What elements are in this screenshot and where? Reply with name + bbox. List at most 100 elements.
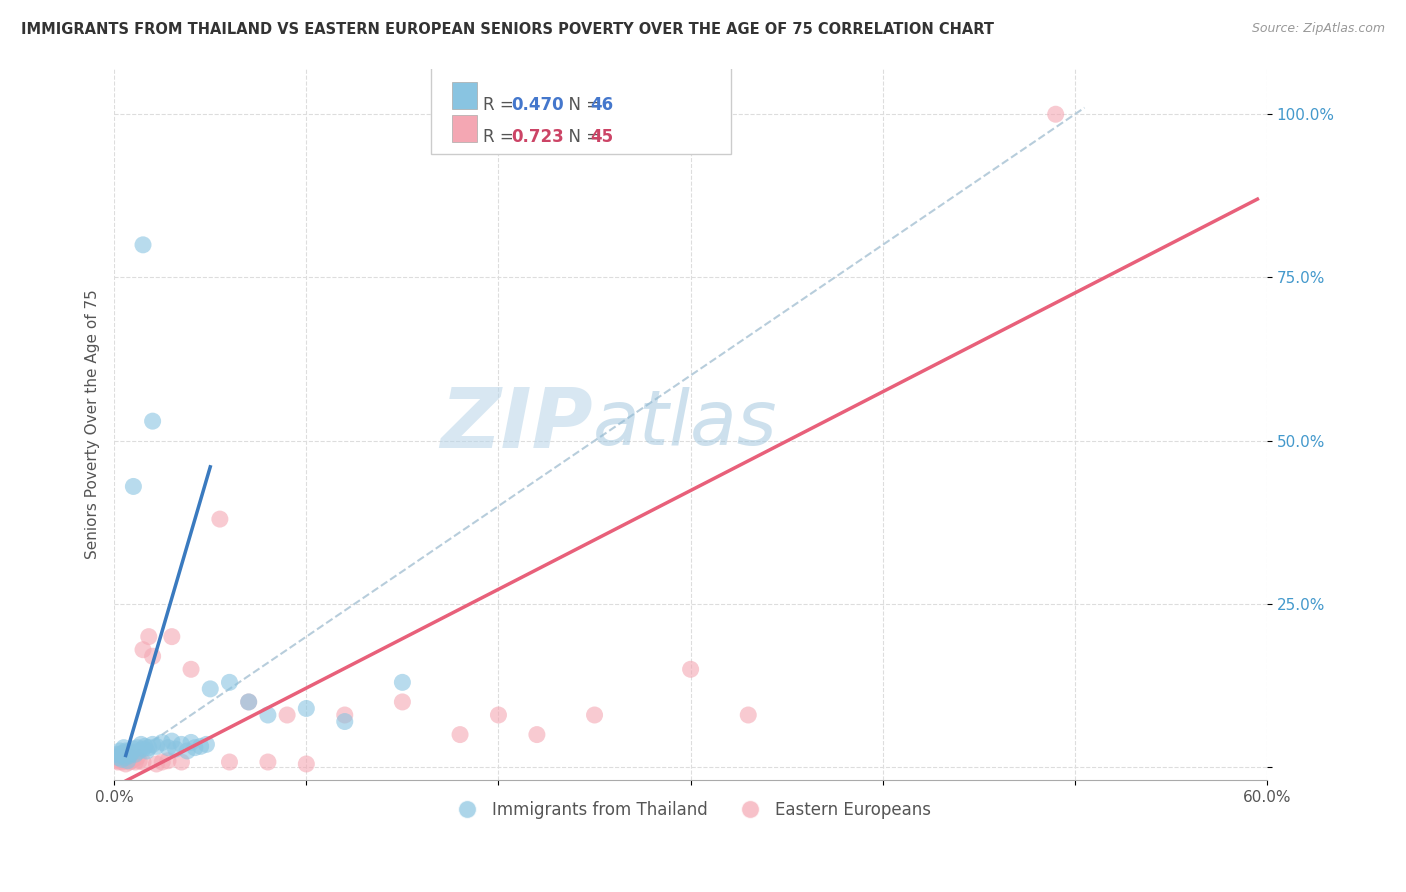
FancyBboxPatch shape	[451, 115, 477, 142]
Point	[257, 708, 280, 723]
Point	[238, 695, 260, 709]
Point	[121, 754, 143, 768]
Point	[132, 642, 155, 657]
Point	[132, 237, 155, 252]
Point	[200, 681, 222, 696]
Point	[112, 754, 135, 768]
Point	[124, 755, 146, 769]
Point	[117, 747, 139, 761]
Point	[114, 750, 136, 764]
Point	[111, 752, 134, 766]
Text: ZIP: ZIP	[440, 384, 592, 465]
Point	[679, 662, 702, 676]
Point	[135, 744, 157, 758]
Point	[112, 748, 135, 763]
Point	[132, 742, 155, 756]
Point	[105, 747, 128, 761]
Point	[118, 755, 141, 769]
Point	[122, 742, 145, 756]
Point	[150, 735, 173, 749]
Point	[108, 748, 131, 763]
Point	[170, 755, 193, 769]
Point	[112, 740, 135, 755]
Point	[114, 750, 136, 764]
Point	[132, 755, 155, 769]
Text: IMMIGRANTS FROM THAILAND VS EASTERN EUROPEAN SENIORS POVERTY OVER THE AGE OF 75 : IMMIGRANTS FROM THAILAND VS EASTERN EURO…	[21, 22, 994, 37]
Point	[117, 752, 139, 766]
Point	[122, 479, 145, 493]
Point	[184, 740, 207, 755]
Point	[111, 747, 134, 761]
Text: R =: R =	[484, 95, 519, 113]
Text: atlas: atlas	[592, 387, 778, 461]
Point	[218, 675, 240, 690]
Point	[176, 744, 198, 758]
Point	[333, 708, 356, 723]
Point	[121, 746, 143, 760]
Legend: Immigrants from Thailand, Eastern Europeans: Immigrants from Thailand, Eastern Europe…	[444, 794, 938, 825]
Point	[128, 744, 150, 758]
Point	[276, 708, 298, 723]
Point	[142, 649, 165, 664]
Point	[583, 708, 606, 723]
Point	[170, 738, 193, 752]
Point	[105, 754, 128, 768]
Point	[108, 747, 131, 761]
Point	[391, 675, 413, 690]
Text: R =: R =	[484, 128, 519, 146]
Point	[160, 630, 183, 644]
Text: 46: 46	[591, 95, 613, 113]
Point	[156, 754, 179, 768]
Point	[150, 755, 173, 769]
Text: N =: N =	[558, 95, 606, 113]
Point	[257, 755, 280, 769]
Point	[114, 744, 136, 758]
Point	[180, 662, 202, 676]
Point	[208, 512, 231, 526]
Point	[112, 746, 135, 760]
Point	[218, 755, 240, 769]
Point	[295, 756, 318, 771]
Point	[107, 755, 129, 769]
Point	[108, 744, 131, 758]
Point	[142, 414, 165, 428]
Point	[127, 740, 149, 755]
Point	[117, 754, 139, 768]
Point	[195, 738, 218, 752]
Text: 0.470: 0.470	[510, 95, 564, 113]
Point	[107, 750, 129, 764]
Point	[142, 738, 165, 752]
Point	[111, 750, 134, 764]
Point	[138, 630, 160, 644]
Point	[160, 734, 183, 748]
Point	[180, 735, 202, 749]
Text: N =: N =	[558, 128, 606, 146]
Point	[737, 708, 759, 723]
Point	[165, 742, 187, 756]
Point	[295, 701, 318, 715]
Point	[156, 740, 179, 755]
Point	[134, 739, 156, 754]
Point	[145, 756, 167, 771]
Point	[138, 740, 160, 755]
Text: 45: 45	[591, 128, 613, 146]
Point	[118, 748, 141, 763]
Y-axis label: Seniors Poverty Over the Age of 75: Seniors Poverty Over the Age of 75	[86, 290, 100, 559]
Point	[488, 708, 510, 723]
Point	[526, 728, 548, 742]
Point	[128, 754, 150, 768]
Point	[190, 739, 212, 754]
FancyBboxPatch shape	[432, 65, 731, 154]
Point	[1045, 107, 1067, 121]
Point	[333, 714, 356, 729]
Point	[145, 739, 167, 754]
Point	[107, 750, 129, 764]
Point	[449, 728, 471, 742]
Point	[111, 755, 134, 769]
Point	[118, 750, 141, 764]
FancyBboxPatch shape	[451, 82, 477, 109]
Point	[114, 756, 136, 771]
Point	[118, 744, 141, 758]
Point	[117, 747, 139, 761]
Text: 0.723: 0.723	[510, 128, 564, 146]
